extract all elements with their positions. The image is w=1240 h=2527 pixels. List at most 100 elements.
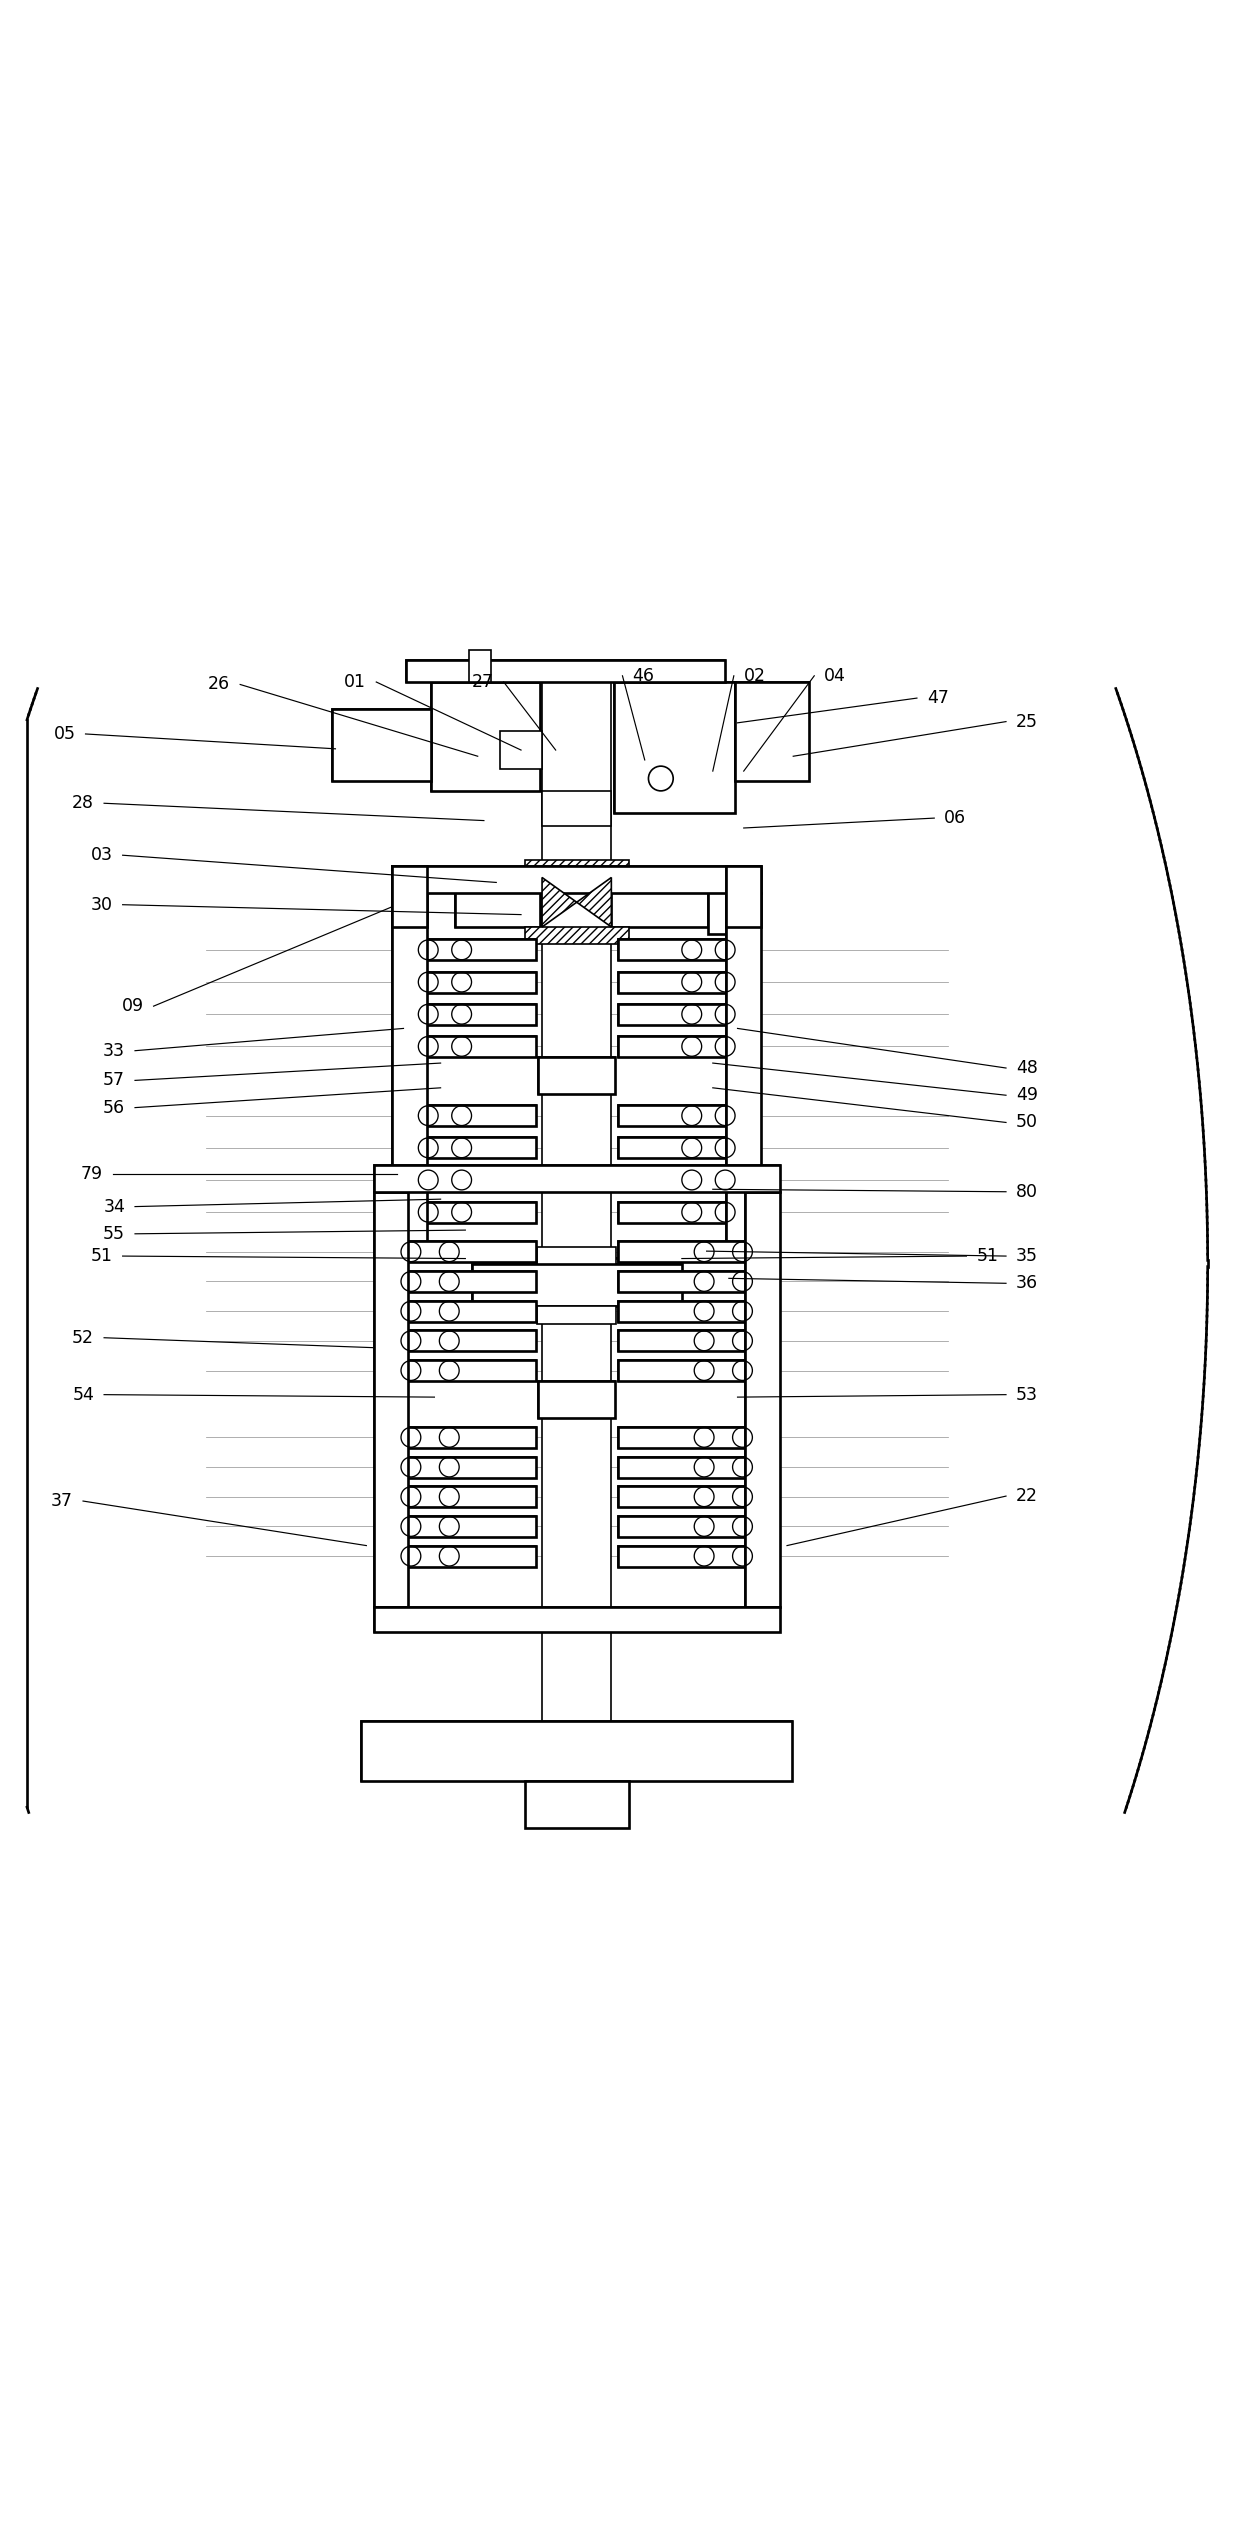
Bar bbox=[392, 867, 427, 927]
Bar bbox=[409, 1203, 536, 1223]
Bar bbox=[618, 1271, 761, 1291]
Bar bbox=[373, 1193, 408, 1607]
Bar bbox=[618, 1170, 744, 1190]
Bar bbox=[618, 940, 744, 960]
Bar bbox=[618, 1456, 761, 1478]
Text: 33: 33 bbox=[103, 1041, 125, 1059]
Bar bbox=[392, 1516, 536, 1536]
Bar bbox=[538, 1056, 615, 1094]
Text: 48: 48 bbox=[1016, 1059, 1038, 1077]
Bar bbox=[430, 682, 539, 791]
Bar bbox=[392, 1329, 536, 1352]
Bar bbox=[618, 1170, 744, 1190]
Bar bbox=[409, 940, 536, 960]
Bar bbox=[618, 1486, 761, 1506]
Bar bbox=[618, 1360, 761, 1382]
Bar bbox=[392, 867, 761, 892]
Bar bbox=[538, 1382, 615, 1418]
Bar bbox=[538, 1056, 615, 1094]
Bar bbox=[409, 1137, 536, 1157]
Bar bbox=[611, 877, 708, 927]
Bar bbox=[618, 1137, 744, 1157]
Bar bbox=[618, 1301, 761, 1322]
Bar bbox=[392, 1258, 761, 1286]
Bar bbox=[409, 970, 536, 993]
Bar bbox=[618, 1036, 744, 1056]
Bar bbox=[735, 682, 810, 781]
Bar bbox=[618, 1456, 761, 1478]
Bar bbox=[618, 1241, 761, 1264]
Bar bbox=[525, 927, 629, 945]
Text: 49: 49 bbox=[1016, 1087, 1038, 1104]
Bar bbox=[618, 1547, 761, 1567]
Text: 28: 28 bbox=[72, 793, 94, 811]
Bar bbox=[618, 1104, 744, 1127]
Bar bbox=[618, 970, 744, 993]
Bar bbox=[745, 1193, 780, 1607]
Bar bbox=[409, 1003, 536, 1026]
Bar bbox=[392, 1301, 536, 1322]
Bar bbox=[373, 1165, 780, 1193]
Bar bbox=[618, 1203, 744, 1223]
Bar bbox=[392, 1271, 536, 1291]
Bar bbox=[618, 1003, 744, 1026]
Bar bbox=[392, 1486, 536, 1506]
Text: 37: 37 bbox=[51, 1491, 73, 1511]
Bar bbox=[537, 1246, 616, 1264]
Bar bbox=[392, 1428, 536, 1448]
Text: 22: 22 bbox=[1016, 1486, 1038, 1506]
Bar bbox=[618, 970, 744, 993]
Bar bbox=[409, 1170, 536, 1190]
Bar bbox=[392, 1301, 536, 1322]
Text: 36: 36 bbox=[1016, 1274, 1038, 1291]
Bar bbox=[409, 970, 536, 993]
Bar bbox=[525, 859, 629, 877]
Text: 51: 51 bbox=[91, 1248, 113, 1266]
Bar bbox=[618, 1428, 761, 1448]
Bar bbox=[708, 869, 745, 935]
Bar bbox=[392, 1516, 536, 1536]
Bar bbox=[392, 1428, 536, 1448]
Text: 47: 47 bbox=[926, 690, 949, 708]
Text: 57: 57 bbox=[103, 1071, 125, 1089]
Bar bbox=[471, 1264, 682, 1306]
Bar bbox=[392, 867, 761, 892]
Text: 52: 52 bbox=[72, 1329, 94, 1347]
Bar bbox=[392, 1360, 536, 1382]
Bar bbox=[618, 1271, 761, 1291]
Text: 35: 35 bbox=[1016, 1248, 1038, 1266]
Text: 55: 55 bbox=[103, 1226, 125, 1243]
Bar bbox=[538, 1382, 615, 1418]
Bar bbox=[392, 1547, 536, 1567]
Bar bbox=[392, 1486, 536, 1506]
Bar bbox=[727, 892, 761, 1258]
Text: 56: 56 bbox=[103, 1099, 125, 1117]
Text: 02: 02 bbox=[744, 667, 766, 685]
Bar bbox=[332, 710, 430, 781]
Text: 54: 54 bbox=[72, 1385, 94, 1402]
Bar bbox=[537, 1306, 616, 1324]
Bar bbox=[611, 877, 708, 927]
Bar bbox=[392, 1241, 536, 1264]
Bar bbox=[392, 1271, 536, 1291]
Bar bbox=[618, 1329, 761, 1352]
Bar bbox=[542, 791, 611, 826]
Polygon shape bbox=[542, 877, 577, 927]
Text: 50: 50 bbox=[1016, 1114, 1038, 1132]
Text: 80: 80 bbox=[1016, 1183, 1038, 1200]
Bar bbox=[618, 1428, 761, 1448]
Bar bbox=[373, 1607, 780, 1632]
Bar bbox=[373, 1607, 780, 1632]
Bar bbox=[618, 1329, 761, 1352]
Bar bbox=[409, 1137, 536, 1157]
Text: 34: 34 bbox=[103, 1198, 125, 1215]
Text: 06: 06 bbox=[944, 809, 966, 826]
Bar bbox=[405, 660, 725, 682]
Bar bbox=[618, 1486, 761, 1506]
Bar bbox=[392, 892, 427, 1258]
Bar bbox=[409, 1104, 536, 1127]
Text: 05: 05 bbox=[53, 725, 76, 743]
Bar bbox=[735, 682, 810, 781]
Bar bbox=[618, 1003, 744, 1026]
Bar bbox=[455, 877, 539, 927]
